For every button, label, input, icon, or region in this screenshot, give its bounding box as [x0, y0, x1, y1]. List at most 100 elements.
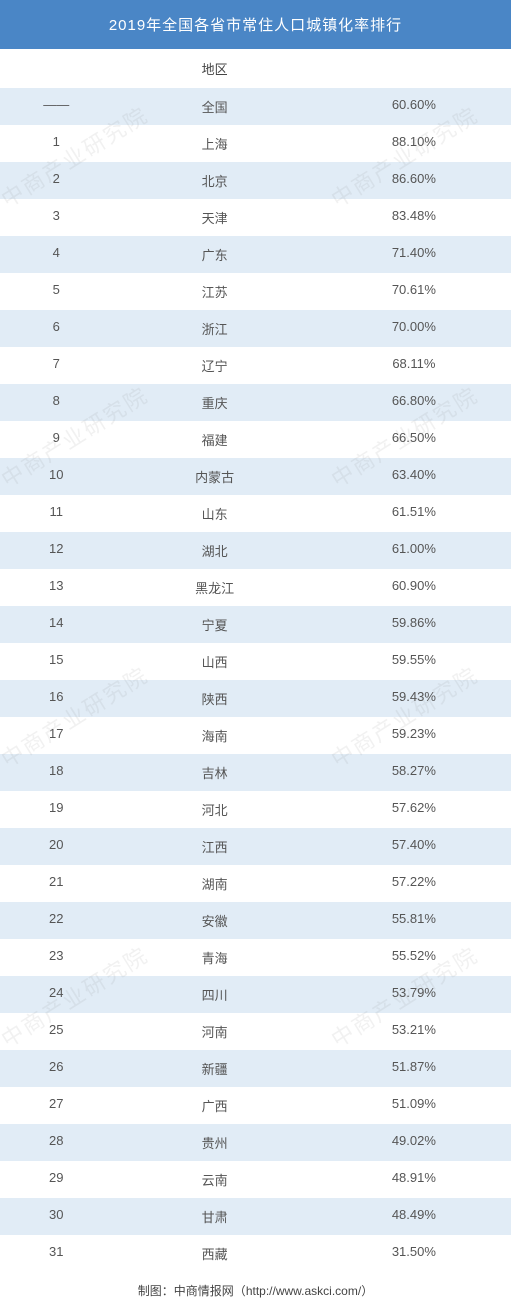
table-row: 20江西57.40%	[0, 828, 511, 865]
cell-value: 86.60%	[317, 171, 511, 190]
cell-rank: 4	[0, 245, 112, 264]
table-row: 11山东61.51%	[0, 495, 511, 532]
cell-value: 59.43%	[317, 689, 511, 708]
cell-rank: 26	[0, 1059, 112, 1078]
cell-rank: 8	[0, 393, 112, 412]
cell-rank: 6	[0, 319, 112, 338]
cell-region: 宁夏	[112, 615, 316, 634]
cell-region: 江苏	[112, 282, 316, 301]
cell-value: 60.60%	[317, 97, 511, 116]
cell-region: 四川	[112, 985, 316, 1004]
table-row: 18吉林58.27%	[0, 754, 511, 791]
cell-rank: 30	[0, 1207, 112, 1226]
cell-rank: 9	[0, 430, 112, 449]
cell-value: 48.49%	[317, 1207, 511, 1226]
cell-region: 新疆	[112, 1059, 316, 1078]
cell-value: 61.51%	[317, 504, 511, 523]
cell-rank: 17	[0, 726, 112, 745]
cell-rank: 7	[0, 356, 112, 375]
cell-region: 贵州	[112, 1133, 316, 1152]
cell-value: 57.22%	[317, 874, 511, 893]
cell-rank: 14	[0, 615, 112, 634]
cell-rank: 5	[0, 282, 112, 301]
table-row: ——全国60.60%	[0, 88, 511, 125]
cell-region: 福建	[112, 430, 316, 449]
table-header: 地区	[0, 49, 511, 88]
cell-value: 83.48%	[317, 208, 511, 227]
cell-value: 48.91%	[317, 1170, 511, 1189]
cell-value: 61.00%	[317, 541, 511, 560]
table-row: 14宁夏59.86%	[0, 606, 511, 643]
table-row: 21湖南57.22%	[0, 865, 511, 902]
table-row: 7辽宁68.11%	[0, 347, 511, 384]
cell-rank: ——	[0, 97, 112, 116]
cell-region: 江西	[112, 837, 316, 856]
cell-region: 山东	[112, 504, 316, 523]
cell-rank: 18	[0, 763, 112, 782]
cell-region: 甘肃	[112, 1207, 316, 1226]
cell-value: 55.52%	[317, 948, 511, 967]
cell-rank: 10	[0, 467, 112, 486]
cell-rank: 12	[0, 541, 112, 560]
cell-region: 海南	[112, 726, 316, 745]
col-header-region: 地区	[112, 59, 316, 78]
cell-region: 湖北	[112, 541, 316, 560]
table-row: 31西藏31.50%	[0, 1235, 511, 1272]
cell-region: 辽宁	[112, 356, 316, 375]
cell-value: 59.86%	[317, 615, 511, 634]
cell-value: 59.55%	[317, 652, 511, 671]
cell-value: 60.90%	[317, 578, 511, 597]
cell-region: 广西	[112, 1096, 316, 1115]
cell-value: 53.79%	[317, 985, 511, 1004]
table-row: 15山西59.55%	[0, 643, 511, 680]
cell-region: 云南	[112, 1170, 316, 1189]
table-row: 1上海88.10%	[0, 125, 511, 162]
table-row: 26新疆51.87%	[0, 1050, 511, 1087]
cell-rank: 16	[0, 689, 112, 708]
table-row: 24四川53.79%	[0, 976, 511, 1013]
table-row: 29云南48.91%	[0, 1161, 511, 1198]
cell-region: 西藏	[112, 1244, 316, 1263]
table-row: 2北京86.60%	[0, 162, 511, 199]
cell-value: 59.23%	[317, 726, 511, 745]
credit-suffix: ）	[361, 1284, 373, 1298]
credit-line: 制图：中商情报网（http://www.askci.com/）	[0, 1272, 511, 1311]
cell-value: 49.02%	[317, 1133, 511, 1152]
table-row: 22安徽55.81%	[0, 902, 511, 939]
cell-rank: 20	[0, 837, 112, 856]
table-row: 4广东71.40%	[0, 236, 511, 273]
cell-value: 57.62%	[317, 800, 511, 819]
cell-region: 重庆	[112, 393, 316, 412]
cell-rank: 21	[0, 874, 112, 893]
cell-region: 陕西	[112, 689, 316, 708]
table-row: 3天津83.48%	[0, 199, 511, 236]
cell-value: 51.09%	[317, 1096, 511, 1115]
cell-value: 63.40%	[317, 467, 511, 486]
table-row: 6浙江70.00%	[0, 310, 511, 347]
cell-region: 上海	[112, 134, 316, 153]
cell-rank: 22	[0, 911, 112, 930]
table-row: 12湖北61.00%	[0, 532, 511, 569]
cell-region: 吉林	[112, 763, 316, 782]
credit-link[interactable]: http://www.askci.com/	[246, 1284, 361, 1298]
cell-value: 88.10%	[317, 134, 511, 153]
cell-rank: 29	[0, 1170, 112, 1189]
cell-region: 安徽	[112, 911, 316, 930]
table-row: 30甘肃48.49%	[0, 1198, 511, 1235]
table-wrap: 2019年全国各省市常住人口城镇化率排行 地区 ——全国60.60%1上海88.…	[0, 0, 511, 1311]
cell-value: 58.27%	[317, 763, 511, 782]
cell-rank: 27	[0, 1096, 112, 1115]
cell-value: 71.40%	[317, 245, 511, 264]
cell-value: 51.87%	[317, 1059, 511, 1078]
table-row: 25河南53.21%	[0, 1013, 511, 1050]
cell-region: 内蒙古	[112, 467, 316, 486]
table-row: 17海南59.23%	[0, 717, 511, 754]
cell-region: 北京	[112, 171, 316, 190]
table-row: 13黑龙江60.90%	[0, 569, 511, 606]
cell-rank: 23	[0, 948, 112, 967]
table-row: 10内蒙古63.40%	[0, 458, 511, 495]
cell-region: 广东	[112, 245, 316, 264]
cell-region: 浙江	[112, 319, 316, 338]
cell-region: 河南	[112, 1022, 316, 1041]
cell-rank: 1	[0, 134, 112, 153]
